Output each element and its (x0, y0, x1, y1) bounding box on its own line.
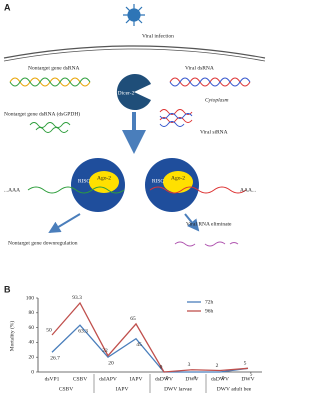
data-label: 22 (102, 348, 108, 354)
data-label: 2 (216, 363, 219, 369)
series-line (51, 301, 249, 373)
y-tick-label: 60 (29, 325, 35, 331)
x-tick-label: dsDWV (155, 376, 173, 382)
fragments (174, 241, 239, 247)
data-label: 65 (130, 316, 136, 322)
x-tick-label: IAPV (130, 376, 143, 382)
y-tick-label: 80 (29, 310, 35, 316)
data-label: 5 (244, 361, 247, 367)
sirna (159, 113, 193, 127)
ago-label: Ago-2 (171, 175, 185, 181)
x-tick-label: dsVP1 (45, 376, 60, 382)
data-label: 0 (222, 375, 225, 381)
data-label: 0 (160, 364, 163, 370)
label: Viral dsRNA (185, 65, 214, 71)
y-tick-label: 40 (29, 340, 35, 346)
arrow (48, 213, 81, 234)
group-label: DWV larvae (164, 386, 192, 392)
legend-label: 96h (205, 308, 214, 314)
data-label: 5 (250, 372, 253, 378)
figure: A Viral infection Nontarget gene dsRNA V… (3, 2, 266, 393)
data-label: 45 (136, 342, 142, 348)
data-label: 93.3 (72, 295, 82, 301)
label: AAA... (240, 187, 257, 193)
group-label: CSBV (59, 386, 73, 392)
x-tick-label: DWV (241, 376, 254, 382)
arrow (184, 213, 200, 232)
series-line (51, 324, 249, 373)
x-tick-label: DWV (185, 376, 198, 382)
y-axis-title: Mortality (%) (8, 321, 15, 352)
virus-icon (123, 4, 145, 26)
y-tick-label: 100 (26, 295, 35, 301)
panel-label: B (4, 284, 11, 294)
x-tick-label: dsIAPV (99, 376, 117, 382)
ago-label: Ago-2 (97, 175, 111, 181)
label: Nontarget gene dsRNA (28, 65, 80, 71)
mrna (27, 186, 125, 194)
data-label: 0 (166, 375, 169, 381)
panel-a: A Viral infection Nontarget gene dsRNA V… (3, 2, 266, 247)
membrane (3, 45, 266, 59)
group-label: IAPV (116, 386, 129, 392)
legend-label: 72h (205, 299, 214, 305)
sirna (29, 122, 71, 133)
infection-label: Viral infection (142, 32, 174, 39)
rna (9, 77, 91, 87)
y-tick-label: 20 (29, 354, 35, 360)
data-label: 20 (108, 360, 114, 366)
label: Nontarget gene downregulation (8, 240, 78, 246)
group-label: DWV adult bee (217, 386, 252, 392)
dicer (116, 74, 151, 111)
risc-label: RISC (78, 178, 91, 184)
data-label: 26.7 (50, 356, 60, 362)
label: Viral siRNA (200, 129, 228, 135)
data-label: 63.3 (78, 328, 88, 334)
membrane (3, 48, 266, 62)
rna (169, 77, 251, 87)
label: Viral RNA eliminate (186, 221, 232, 227)
dicer-label: Dicer-2 (118, 90, 135, 96)
panel-label: A (4, 2, 11, 12)
label: Cytoplasm (205, 97, 229, 103)
label: ...AAA (4, 187, 20, 193)
x-tick-label: dsDWV (211, 376, 229, 382)
mrna (149, 186, 247, 194)
label: Nontarget gene dsRNA (dsGPDH) (4, 110, 80, 117)
risc-label: RISC (152, 178, 165, 184)
data-label: 0 (194, 375, 197, 381)
y-tick-label: 0 (31, 369, 34, 375)
x-tick-label: CSBV (73, 376, 87, 382)
data-label: 3 (188, 362, 191, 368)
data-label: 50 (46, 327, 52, 333)
